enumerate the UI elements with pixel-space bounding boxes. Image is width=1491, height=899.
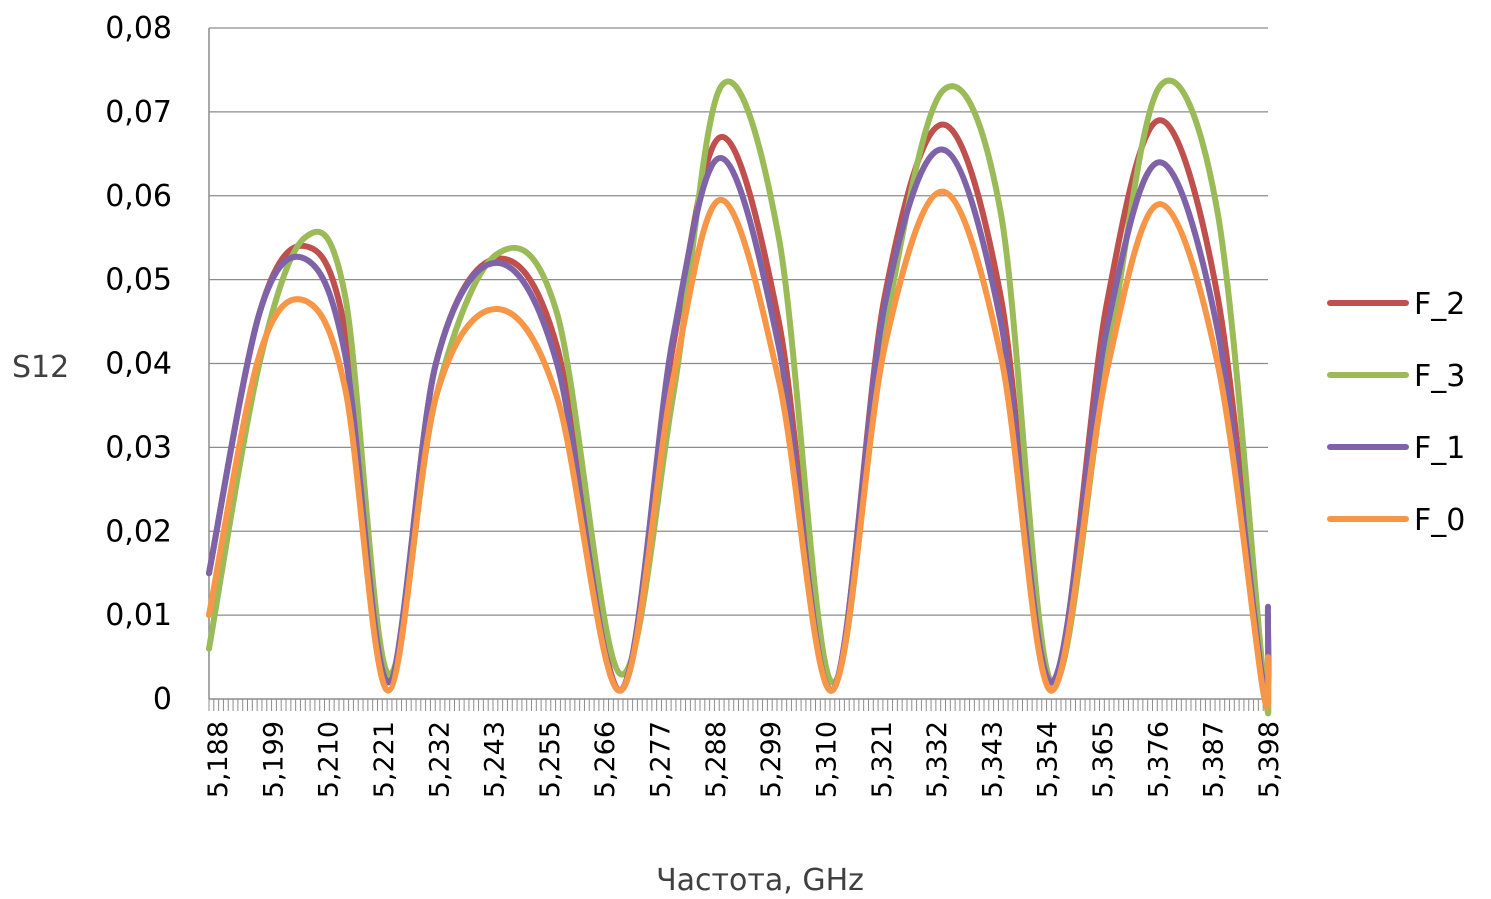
- y-tick-label: 0,01: [105, 598, 172, 633]
- y-axis: 0 0,01 0,02 0,03 0,04 0,05 0,06 0,07 0,08: [105, 11, 210, 717]
- series-line-f-2: [206, 117, 1272, 700]
- series-line-f-3: [206, 77, 1272, 717]
- x-tick-label: 5,199: [258, 721, 289, 798]
- x-axis-title: Частота, GHz: [656, 863, 864, 898]
- series-line-f-0: [206, 188, 1272, 710]
- legend-label: F_2: [1414, 287, 1465, 322]
- x-tick-label: 5,321: [867, 721, 898, 798]
- x-tick-label: 5,398: [1254, 721, 1285, 798]
- x-tick-label: 5,387: [1199, 721, 1230, 798]
- series-lines: [206, 77, 1272, 717]
- y-tick-label: 0,03: [105, 430, 172, 465]
- legend-label: F_1: [1414, 431, 1465, 466]
- x-tick-label: 5,332: [922, 721, 953, 798]
- y-tick-label: 0,04: [105, 347, 172, 382]
- y-tick-label: 0,02: [105, 514, 172, 549]
- y-tick-label: 0,08: [105, 11, 172, 46]
- y-tick-label: 0,05: [105, 263, 172, 298]
- y-tick-label: 0,07: [105, 95, 172, 130]
- y-tick-label: 0: [153, 682, 172, 717]
- x-axis: 5,188 5,199 5,210 5,221 5,232 5,243 5,255 5,266…: [203, 698, 1285, 798]
- y-axis-title: S12: [12, 350, 69, 385]
- legend-label: F_0: [1414, 503, 1465, 538]
- x-tick-label: 5,288: [701, 721, 732, 798]
- x-tick-label: 5,188: [203, 721, 234, 798]
- series-line-f-1: [206, 146, 1272, 697]
- x-tick-label: 5,232: [424, 721, 455, 798]
- x-tick-label: 5,354: [1033, 721, 1064, 798]
- x-tick-label: 5,376: [1143, 721, 1174, 798]
- x-tick-label: 5,365: [1088, 721, 1119, 798]
- x-tick-label: 5,221: [369, 721, 400, 798]
- gridlines: [209, 27, 1268, 616]
- y-tick-label: 0,06: [105, 179, 172, 214]
- x-tick-label: 5,310: [811, 721, 842, 798]
- x-tick-label: 5,210: [314, 721, 345, 798]
- legend-label: F_3: [1414, 359, 1465, 394]
- x-tick-label: 5,255: [535, 721, 566, 798]
- x-tick-label: 5,343: [977, 721, 1008, 798]
- x-tick-label: 5,243: [480, 721, 511, 798]
- x-tick-label: 5,277: [646, 721, 677, 798]
- legend: F_2 F_3 F_1 F_0: [1327, 287, 1465, 538]
- x-tick-label: 5,266: [590, 721, 621, 798]
- x-tick-label: 5,299: [756, 721, 787, 798]
